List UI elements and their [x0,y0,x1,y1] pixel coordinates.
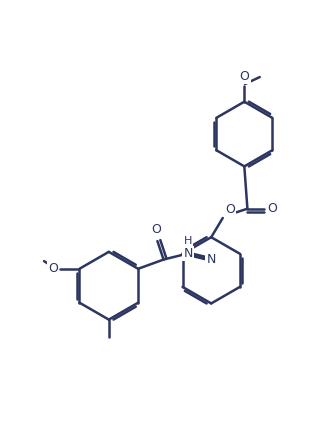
Text: O: O [239,70,249,83]
Text: N: N [207,253,216,266]
Text: O: O [48,262,58,275]
Text: N: N [183,247,193,260]
Text: H: H [184,236,193,245]
Text: O: O [152,223,162,236]
Text: O: O [225,203,235,216]
Text: O: O [267,202,277,215]
